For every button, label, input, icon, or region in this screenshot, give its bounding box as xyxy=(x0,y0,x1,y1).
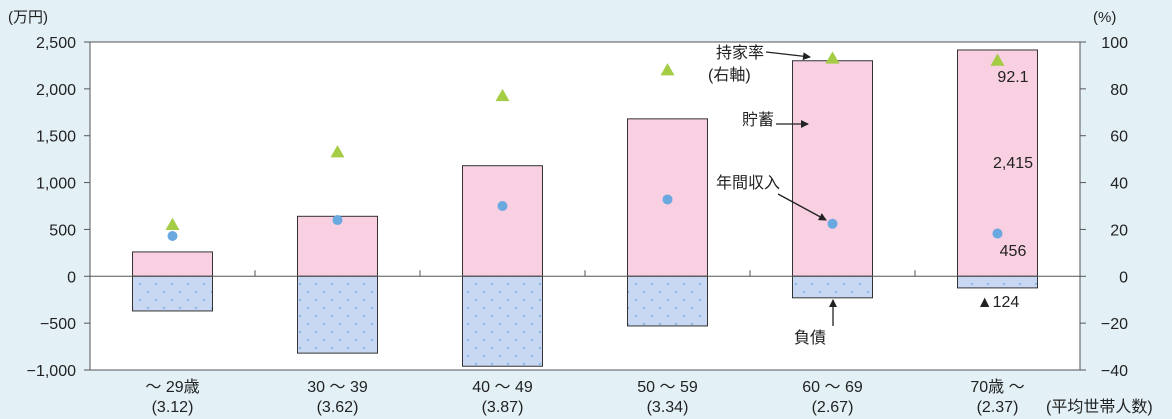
right-axis-unit: (%) xyxy=(1093,9,1116,26)
right-tick-label: −20 xyxy=(1101,316,1128,333)
savings-bar xyxy=(297,215,378,277)
debt-bar xyxy=(957,275,1038,289)
income-point xyxy=(167,230,178,241)
right-tick-label: 20 xyxy=(1110,222,1128,239)
left-axis: 2,500 2,000 1,500 1,000 500 0 −500 −1,000 xyxy=(27,35,90,380)
left-tick-label: 2,500 xyxy=(36,35,76,52)
household-size: (2.67) xyxy=(812,399,854,416)
homeownership-point xyxy=(165,217,180,230)
homeownership-point xyxy=(825,51,840,64)
markers xyxy=(165,51,1005,241)
savings-bar xyxy=(132,251,213,277)
savings-bar xyxy=(462,165,543,277)
right-tick-label: 0 xyxy=(1119,269,1128,286)
left-tick-label: 1,000 xyxy=(36,176,76,193)
bars xyxy=(132,49,1038,367)
category-label: 30 ～ 39 xyxy=(307,379,368,396)
household-size-label: (平均世帯人数) xyxy=(1046,398,1153,416)
right-tick-label: 100 xyxy=(1101,35,1128,52)
right-tick-label: 80 xyxy=(1110,82,1128,99)
left-axis-unit: (万円) xyxy=(8,9,48,26)
homeownership-arrow xyxy=(765,51,811,61)
household-size: (3.12) xyxy=(152,399,194,416)
homeownership-axis-note: (右軸) xyxy=(708,66,751,84)
right-tick-label: 60 xyxy=(1110,129,1128,146)
household-size: (3.34) xyxy=(647,399,689,416)
category-ticks xyxy=(254,270,916,277)
right-tick-label: 40 xyxy=(1110,176,1128,193)
last-income-label: 456 xyxy=(1000,243,1027,260)
right-axis: 100 80 60 40 20 0 −20 −40 xyxy=(1080,35,1128,380)
category-label: 50 ～ 59 xyxy=(637,379,698,396)
category-label: 70歳 ～ xyxy=(970,378,1024,396)
income-point xyxy=(497,201,508,211)
household-size: (2.37) xyxy=(977,399,1019,416)
debt-bar xyxy=(627,275,708,327)
debt-bar xyxy=(132,275,213,312)
savings-bar xyxy=(957,49,1038,277)
savings-label: 貯蓄 xyxy=(742,111,774,129)
left-tick-label: 1,500 xyxy=(36,129,76,146)
homeownership-point xyxy=(990,53,1005,66)
household-size: (3.87) xyxy=(482,399,524,416)
debt-bar xyxy=(462,275,543,367)
income-point xyxy=(662,194,673,205)
last-debt-label: ▲124 xyxy=(977,294,1020,311)
annotations: 持家率 (右軸) 貯蓄 年間収入 負債 92.1 2,415 456 ▲124 xyxy=(708,44,1033,347)
debt-label: 負債 xyxy=(794,329,826,347)
category-label: ～ 29歳 xyxy=(145,378,199,396)
savings-bar xyxy=(792,60,873,277)
last-savings-label: 2,415 xyxy=(993,155,1033,172)
category-label: 40 ～ 49 xyxy=(472,379,533,396)
plot-area xyxy=(89,41,1081,371)
left-tick-label: 0 xyxy=(67,269,76,286)
income-arrow xyxy=(777,193,827,221)
left-tick-label: 2,000 xyxy=(36,82,76,99)
homeownership-point xyxy=(330,145,345,158)
homeownership-point xyxy=(495,88,510,102)
income-point xyxy=(992,228,1003,239)
left-tick-label: −500 xyxy=(40,316,76,333)
debt-bar xyxy=(297,275,378,354)
category-labels: ～ 29歳 (3.12) 30 ～ 39 (3.62) 40 ～ 49 (3.87) 50 … xyxy=(145,378,1024,416)
last-rate-label: 92.1 xyxy=(997,69,1028,86)
household-size: (3.62) xyxy=(317,399,359,416)
left-tick-label: 500 xyxy=(49,222,76,239)
income-label: 年間収入 xyxy=(716,174,780,192)
homeownership-label: 持家率 xyxy=(716,44,764,62)
right-tick-label: −40 xyxy=(1101,363,1128,380)
debt-bar xyxy=(792,275,873,299)
category-label: 60 ～ 69 xyxy=(802,379,863,396)
left-tick-label: −1,000 xyxy=(27,363,76,380)
income-point xyxy=(827,218,838,229)
income-point xyxy=(332,215,343,226)
homeownership-point xyxy=(660,63,675,76)
